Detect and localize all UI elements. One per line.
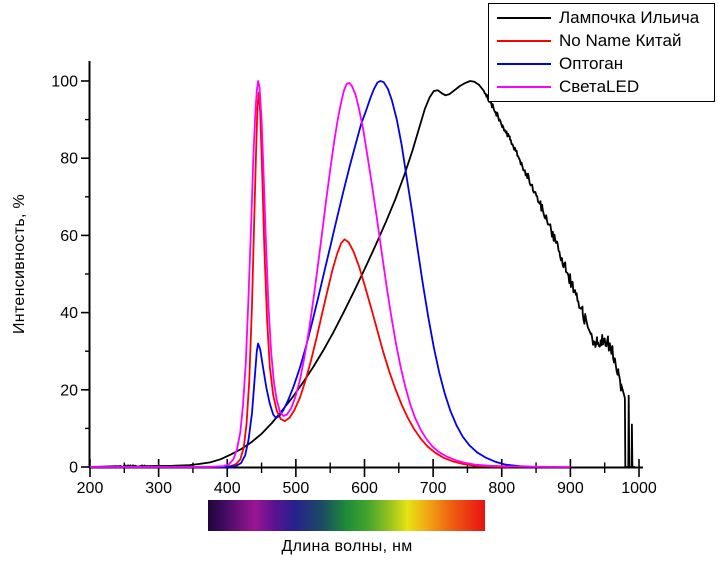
series-curve-0: [89, 80, 635, 468]
x-tick-label: 300: [145, 480, 172, 497]
y-axis-title: Интенсивность, %: [11, 194, 28, 334]
spectrum-colorbar: [208, 500, 485, 531]
legend-line-sample: [497, 39, 551, 42]
y-tick-label: 40: [60, 305, 78, 322]
x-tick-label: 200: [77, 480, 104, 497]
y-tick-label: 100: [51, 74, 78, 91]
legend-item-1: No Name Китай: [497, 29, 714, 52]
legend-item-0: Лампочка Ильича: [497, 6, 714, 29]
legend-item-label: Оптоган: [559, 54, 624, 74]
legend-item-2: Оптоган: [497, 53, 714, 76]
x-axis-title: Длина волны, нм: [281, 538, 413, 555]
y-tick-label: 80: [60, 151, 78, 168]
legend-line-sample: [497, 86, 551, 89]
legend-line-sample: [497, 63, 551, 66]
series-curve-1: [90, 91, 509, 468]
legend-item-label: Лампочка Ильича: [559, 7, 700, 27]
y-tick-label: 0: [69, 460, 78, 477]
legend-item-3: СветаLED: [497, 76, 714, 99]
legend-line-sample: [497, 16, 551, 19]
x-tick-label: 900: [557, 480, 584, 497]
y-tick-label: 20: [60, 382, 78, 399]
legend: Лампочка Ильича No Name Китай Оптоган Света…: [488, 3, 715, 102]
y-tick-label: 60: [60, 228, 78, 245]
x-tick-label: 700: [420, 480, 447, 497]
x-tick-label: 400: [214, 480, 241, 497]
x-tick-label: 800: [488, 480, 515, 497]
series-curve-3: [90, 80, 571, 468]
x-tick-label: 600: [351, 480, 378, 497]
x-tick-label: 500: [283, 480, 310, 497]
x-tick-label: 1000: [621, 480, 657, 497]
legend-item-label: No Name Китай: [559, 30, 682, 50]
legend-item-label: СветаLED: [559, 77, 640, 97]
series-curve-2: [90, 80, 537, 468]
